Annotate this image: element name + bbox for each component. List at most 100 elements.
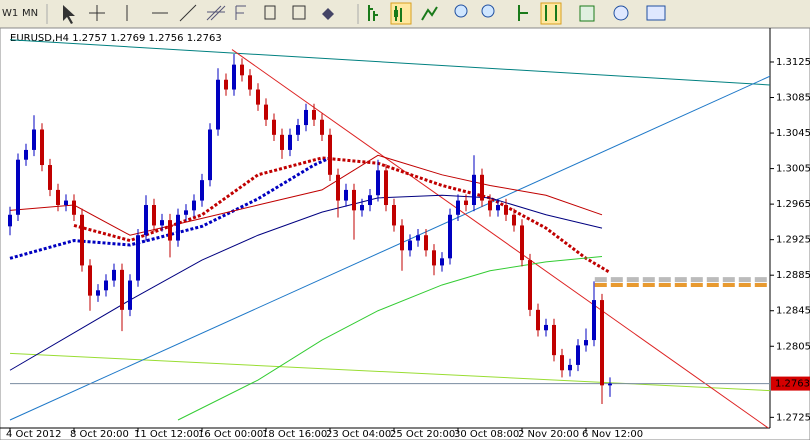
autoscroll-button[interactable] [518,5,528,21]
candle-body [200,180,204,201]
candle-body [192,200,196,211]
candle-body [272,119,276,135]
y-tick-label: 1.3045 [776,128,810,139]
x-tick-label: 4 Oct 2012 [6,429,61,440]
candle-body [352,189,356,211]
candle-body [568,364,572,371]
templates-button[interactable] [646,5,666,21]
candle-body [336,174,340,201]
candle-body [296,125,300,135]
candle-body [544,324,548,331]
text-tool[interactable] [264,5,276,20]
channel-tool[interactable] [206,5,226,21]
candle-body [592,300,596,341]
candle-body [456,200,460,215]
candle-body [64,200,68,206]
candle-body [72,200,76,215]
candle-body [600,300,604,386]
candle-body [288,134,292,150]
candle-body [168,220,172,241]
candle-body [304,109,308,126]
x-tick-label: 8 Oct 20:00 [70,429,129,440]
moving-average [177,256,603,421]
trend-line [9,352,770,392]
bar-chart-button[interactable] [368,5,378,21]
candle-body [576,345,580,365]
candle-body [464,200,468,206]
chart-shift-button[interactable] [545,5,557,21]
line-chart-button[interactable] [421,6,438,21]
candle-body [80,214,84,266]
candle-body [472,174,476,206]
y-tick-label: 1.3085 [776,93,810,104]
chart-window [0,27,810,440]
y-tick-label: 1.2925 [776,235,810,246]
x-tick-label: 6 Nov 12:00 [582,429,643,440]
trend-line [9,39,770,86]
crosshair-tool[interactable] [89,5,105,21]
candle-body [176,214,180,241]
x-tick-label: 25 Oct 20:00 [390,429,455,440]
candle-body [528,260,532,310]
zoom-in-button[interactable] [454,4,468,18]
candle-body [280,134,284,150]
candle-body [328,134,332,175]
candle-body [224,79,228,90]
candle-body [424,235,428,251]
candle-body [368,195,372,206]
candle-body [440,258,444,266]
candle-body [448,214,452,259]
moving-average [9,154,603,236]
candle-body [32,129,36,150]
x-tick-label: 23 Oct 04:00 [326,429,391,440]
period-button[interactable]: W1 [2,8,18,19]
candle-body [136,235,140,281]
y-tick-label: 1.3125 [776,57,810,68]
indicators-button[interactable] [579,5,595,22]
candle-body [56,189,60,206]
candle-body [408,240,412,251]
candle-body [608,383,612,386]
cursor-tool[interactable] [63,5,75,24]
candle-body [312,109,316,120]
x-tick-label: 2 Nov 20:00 [518,429,579,440]
candle-body [208,129,212,181]
trend-line [9,75,770,421]
x-tick-label: 16 Oct 00:00 [198,429,263,440]
candle-body [248,75,252,90]
arrows-tool[interactable] [322,8,334,20]
label-tool[interactable] [292,5,306,20]
candle-body [160,220,164,226]
candle-body [392,205,396,226]
candle-body [128,280,132,310]
candle-body [504,205,508,215]
candle-body [520,225,524,261]
plot-area [8,39,770,428]
candle-body [536,309,540,331]
candle-body [240,64,244,76]
candle-body [584,340,588,346]
current-price-box [771,376,810,391]
trendline-tool[interactable] [179,4,197,22]
candle-body [144,205,148,236]
candle-body [496,205,500,211]
period-button[interactable]: MN [22,8,38,19]
candle-body [488,200,492,211]
y-tick-label: 1.3005 [776,164,810,175]
candle-body [360,205,364,211]
fibo-tool[interactable] [235,5,246,20]
current-price-label: 1.2763 [775,379,810,390]
zoom-out-button[interactable] [481,4,495,18]
periods-button[interactable] [613,5,629,21]
candle-body [216,79,220,130]
y-tick-label: 1.2805 [776,341,810,352]
candle-body [256,89,260,105]
candle-body [264,104,268,120]
candle-body [184,210,188,215]
candle-chart-button[interactable] [394,10,398,17]
candle-body [384,170,388,206]
candle-body [152,205,156,226]
y-tick-label: 1.2885 [776,270,810,281]
candle-body [96,290,100,296]
moving-average [9,194,603,371]
